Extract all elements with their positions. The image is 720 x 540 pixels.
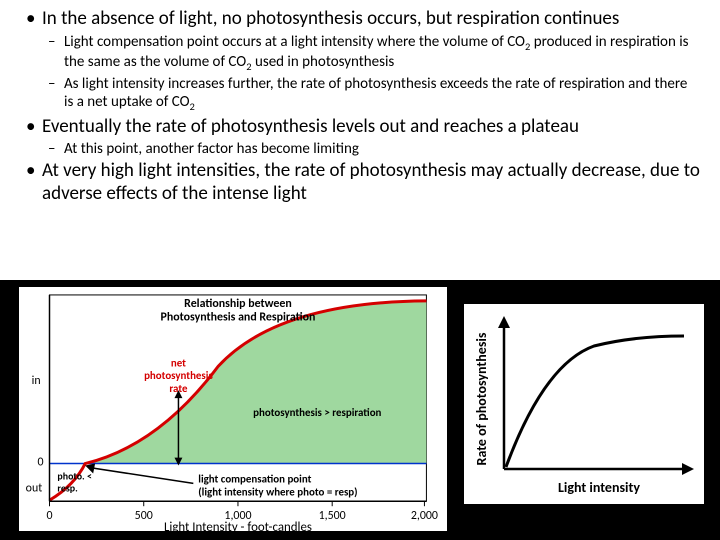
- chart2-xlabel: Light intensity: [558, 479, 640, 496]
- bullet-1: In the absence of light, no photosynthes…: [20, 8, 700, 114]
- y-axis-label-co2: CO2: [7, 305, 19, 344]
- in-label: in: [32, 374, 41, 388]
- zero-label: 0: [38, 456, 44, 470]
- chart-2-svg: Rate of photosynthesis Light intensity: [464, 304, 704, 504]
- bullet-1-text: In the absence of light, no photosynthes…: [42, 7, 619, 30]
- lcp-2: (light intensity where photo = resp): [198, 485, 357, 498]
- net-1: net: [171, 356, 186, 369]
- photo-lt: photo. <: [57, 470, 92, 482]
- net-2: photosynthesis: [144, 369, 213, 382]
- chart-1-svg: Relationship between Photosynthesis and …: [19, 287, 447, 531]
- chart-right: Rate of photosynthesis Light intensity: [464, 304, 704, 504]
- tick-0: 0: [46, 509, 52, 523]
- sub-bullet-1-2: As light intensity increases further, th…: [42, 75, 700, 114]
- bullet-2-text: Eventually the rate of photosynthesis le…: [42, 115, 579, 138]
- chart1-title-1: Relationship between: [184, 297, 292, 311]
- tick-1: 500: [135, 509, 153, 523]
- x-label: Light Intensity - foot-candles: [164, 520, 312, 531]
- sub-bullet-1-1: Light compensation point occurs at a lig…: [42, 33, 700, 74]
- bullet-3: At very high light intensities, the rate…: [20, 160, 700, 206]
- chart2-ylabel: Rate of photosynthesis: [473, 332, 490, 465]
- y-axis-label-exchange: Exchange: [7, 379, 19, 483]
- chart-left: CO2 Exchange: [18, 286, 448, 532]
- bullet-2: Eventually the rate of photosynthesis le…: [20, 116, 700, 159]
- text-content: In the absence of light, no photosynthes…: [0, 0, 720, 206]
- pgtr: photosynthesis > respiration: [253, 406, 381, 419]
- tick-3: 1,500: [319, 509, 346, 523]
- chart-panel: CO2 Exchange: [0, 280, 720, 540]
- tick-4: 2,000: [411, 509, 438, 523]
- lcp-1: light compensation point: [198, 472, 311, 485]
- chart1-title-2: Photosynthesis and Respiration: [161, 311, 316, 325]
- resp: resp.: [57, 482, 78, 494]
- sub-bullet-2-1: At this point, another factor has become…: [42, 140, 700, 158]
- out-label: out: [26, 481, 43, 495]
- net-3: rate: [169, 382, 188, 395]
